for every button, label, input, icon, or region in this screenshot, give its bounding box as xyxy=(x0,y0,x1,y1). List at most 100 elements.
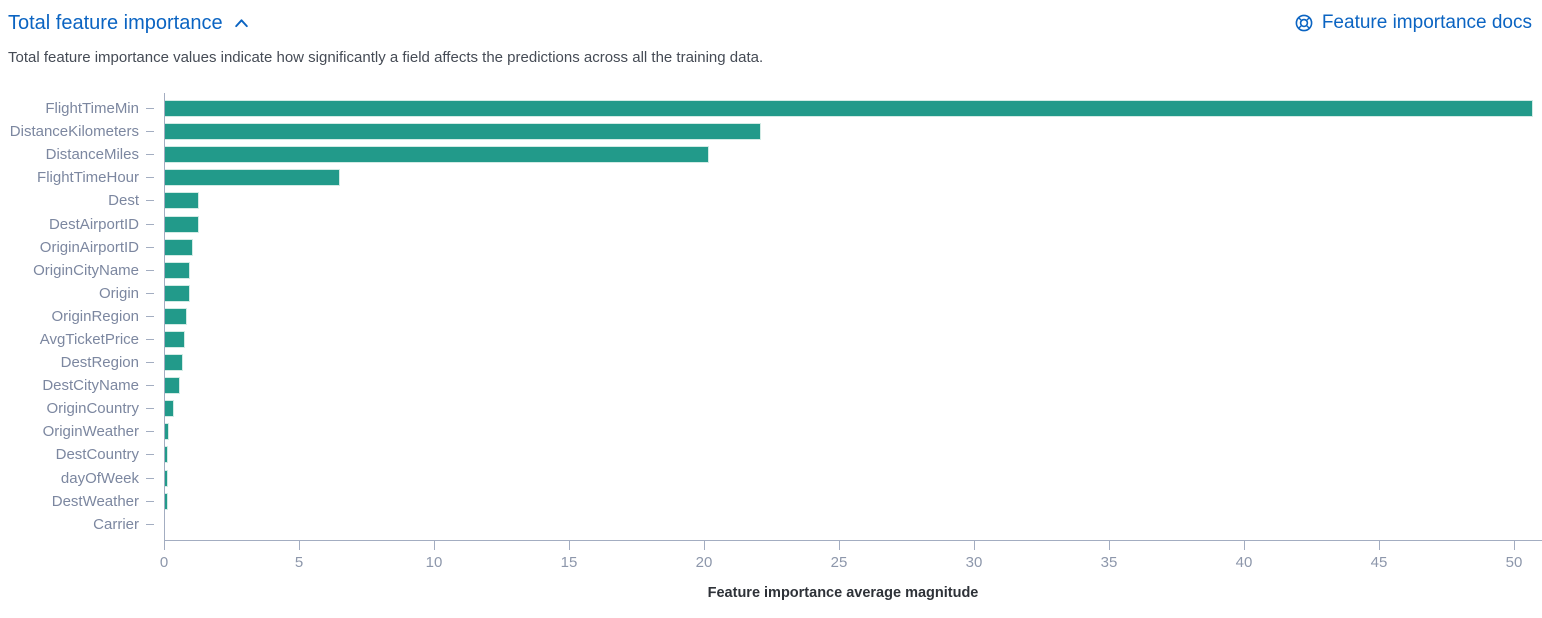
y-axis-category: OriginRegion xyxy=(8,308,164,325)
bar-DestWeather[interactable] xyxy=(164,492,168,510)
y-axis-category: DestCountry xyxy=(8,446,164,463)
y-axis-category: dayOfWeek xyxy=(8,470,164,487)
y-axis-label: OriginRegion xyxy=(51,307,139,325)
chart-row: DestRegion xyxy=(8,351,1542,374)
bar-OriginWeather[interactable] xyxy=(164,423,169,441)
y-axis-tick xyxy=(146,362,154,364)
bar-track xyxy=(164,330,1542,348)
chart-row: DestWeather xyxy=(8,490,1542,513)
y-axis-tick xyxy=(146,292,154,294)
help-ring-icon xyxy=(1295,14,1313,32)
bar-track xyxy=(164,400,1542,418)
y-axis-label: DestAirportID xyxy=(48,215,139,233)
y-axis-label: FlightTimeHour xyxy=(37,169,139,187)
y-axis-label: AvgTicketPrice xyxy=(39,330,139,348)
x-axis-tick-label: 50 xyxy=(1505,553,1523,571)
bar-track xyxy=(164,469,1542,487)
chart-row: DestCityName xyxy=(8,374,1542,397)
bar-track xyxy=(164,261,1542,279)
bar-track xyxy=(164,446,1542,464)
x-axis-tick-label: 0 xyxy=(159,553,169,571)
y-axis-label: DestCountry xyxy=(55,446,139,464)
chart-row: Origin xyxy=(8,282,1542,305)
bar-DestAirportID[interactable] xyxy=(164,215,199,233)
y-axis-tick xyxy=(146,385,154,387)
section-title: Total feature importance xyxy=(8,12,223,34)
x-axis-tick xyxy=(1109,540,1110,550)
x-axis-tick-label: 35 xyxy=(1100,553,1118,571)
x-axis-tick xyxy=(299,540,300,550)
bar-DestCountry[interactable] xyxy=(164,446,169,464)
bar-track xyxy=(164,307,1542,325)
y-axis-category: DistanceMiles xyxy=(8,146,164,163)
x-axis-tick-label: 30 xyxy=(965,553,983,571)
y-axis-label: DestRegion xyxy=(60,354,139,372)
y-axis-tick xyxy=(146,269,154,271)
bar-dayOfWeek[interactable] xyxy=(164,469,169,487)
y-axis-label: DestCityName xyxy=(42,377,139,395)
x-axis-tick xyxy=(1244,540,1245,550)
chart-row: Carrier xyxy=(8,513,1542,536)
bar-track xyxy=(164,238,1542,256)
y-axis-label: OriginCityName xyxy=(33,261,139,279)
chart-row: DistanceKilometers xyxy=(8,120,1542,143)
y-axis-label: DistanceKilometers xyxy=(9,123,139,141)
y-axis-category: OriginCountry xyxy=(8,400,164,417)
y-axis-line xyxy=(164,93,165,540)
bar-track xyxy=(164,123,1542,141)
y-axis-label: DistanceMiles xyxy=(45,146,139,164)
y-axis-tick xyxy=(146,108,154,110)
chart-rows: FlightTimeMin DistanceKilometers DistanceM… xyxy=(8,97,1542,536)
x-axis-tick xyxy=(1514,540,1515,550)
y-axis-tick xyxy=(146,408,154,410)
section-title-toggle[interactable]: Total feature importance xyxy=(8,12,250,35)
bar-DestRegion[interactable] xyxy=(164,354,183,372)
bar-OriginCountry[interactable] xyxy=(164,400,174,418)
bar-Dest[interactable] xyxy=(164,192,200,210)
bar-FlightTimeMin[interactable] xyxy=(164,100,1533,118)
y-axis-tick xyxy=(146,131,154,133)
bar-OriginCityName[interactable] xyxy=(164,261,190,279)
x-axis-tick xyxy=(704,540,705,550)
x-axis-tick-label: 10 xyxy=(425,553,443,571)
chart-row: dayOfWeek xyxy=(8,467,1542,490)
bar-OriginAirportID[interactable] xyxy=(164,238,193,256)
bar-track xyxy=(164,377,1542,395)
bar-AvgTicketPrice[interactable] xyxy=(164,330,186,348)
feature-importance-chart: FlightTimeMin DistanceKilometers DistanceM… xyxy=(8,93,1542,601)
chart-row: AvgTicketPrice xyxy=(8,328,1542,351)
bar-track xyxy=(164,146,1542,164)
x-axis-tick xyxy=(839,540,840,550)
y-axis-category: Origin xyxy=(8,285,164,302)
bar-track xyxy=(164,354,1542,372)
y-axis-category: AvgTicketPrice xyxy=(8,331,164,348)
y-axis-category: OriginCityName xyxy=(8,262,164,279)
x-axis-tick-label: 5 xyxy=(294,553,304,571)
bar-DestCityName[interactable] xyxy=(164,377,180,395)
chart-row: OriginCountry xyxy=(8,397,1542,420)
x-axis-tick xyxy=(974,540,975,550)
bar-DistanceKilometers[interactable] xyxy=(164,123,761,141)
chart-row: DistanceMiles xyxy=(8,143,1542,166)
y-axis-tick xyxy=(146,315,154,317)
bar-Origin[interactable] xyxy=(164,284,190,302)
docs-link-label: Feature importance docs xyxy=(1321,12,1532,33)
bar-OriginRegion[interactable] xyxy=(164,307,187,325)
chart-row: OriginWeather xyxy=(8,420,1542,443)
bar-DistanceMiles[interactable] xyxy=(164,146,710,164)
chart-row: FlightTimeMin xyxy=(8,97,1542,120)
y-axis-tick xyxy=(146,338,154,340)
y-axis-category: DestRegion xyxy=(8,354,164,371)
bar-FlightTimeHour[interactable] xyxy=(164,169,340,187)
x-axis-tick xyxy=(1379,540,1380,550)
y-axis-label: Carrier xyxy=(93,515,139,533)
chevron-up-icon[interactable] xyxy=(233,15,250,32)
bar-track xyxy=(164,100,1542,118)
y-axis-category: DestWeather xyxy=(8,493,164,510)
feature-importance-docs-link[interactable]: Feature importance docs xyxy=(1294,12,1532,34)
bar-track xyxy=(164,515,1542,533)
bar-track xyxy=(164,492,1542,510)
bar-track xyxy=(164,423,1542,441)
bar-track xyxy=(164,192,1542,210)
